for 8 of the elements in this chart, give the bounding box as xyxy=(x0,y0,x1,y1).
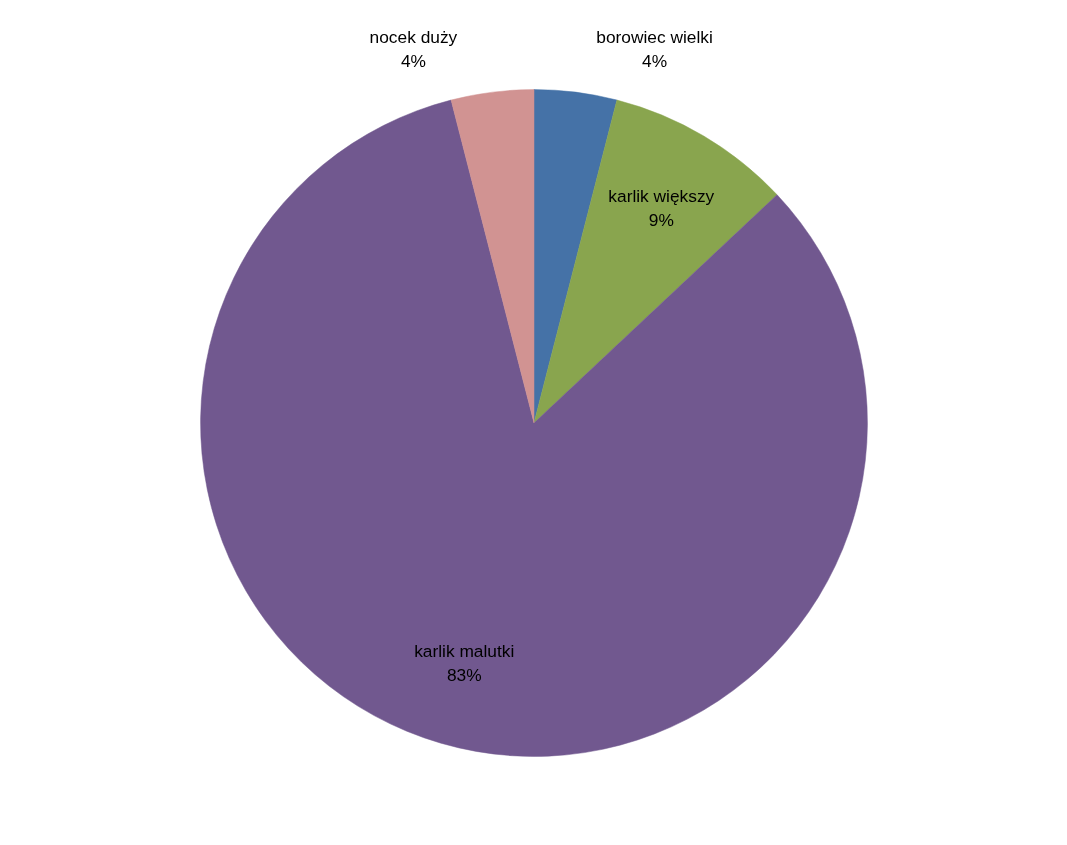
slice-label: karlik większy xyxy=(608,185,715,206)
data-label: 9% xyxy=(648,209,674,230)
data-label: 83% xyxy=(446,665,482,686)
slice-label: nocek duży xyxy=(369,27,458,48)
data-label: 4% xyxy=(400,51,426,72)
slice-label: borowiec wielki xyxy=(596,27,713,48)
slice-label: karlik malutki xyxy=(414,641,515,662)
data-label: 4% xyxy=(642,51,668,72)
